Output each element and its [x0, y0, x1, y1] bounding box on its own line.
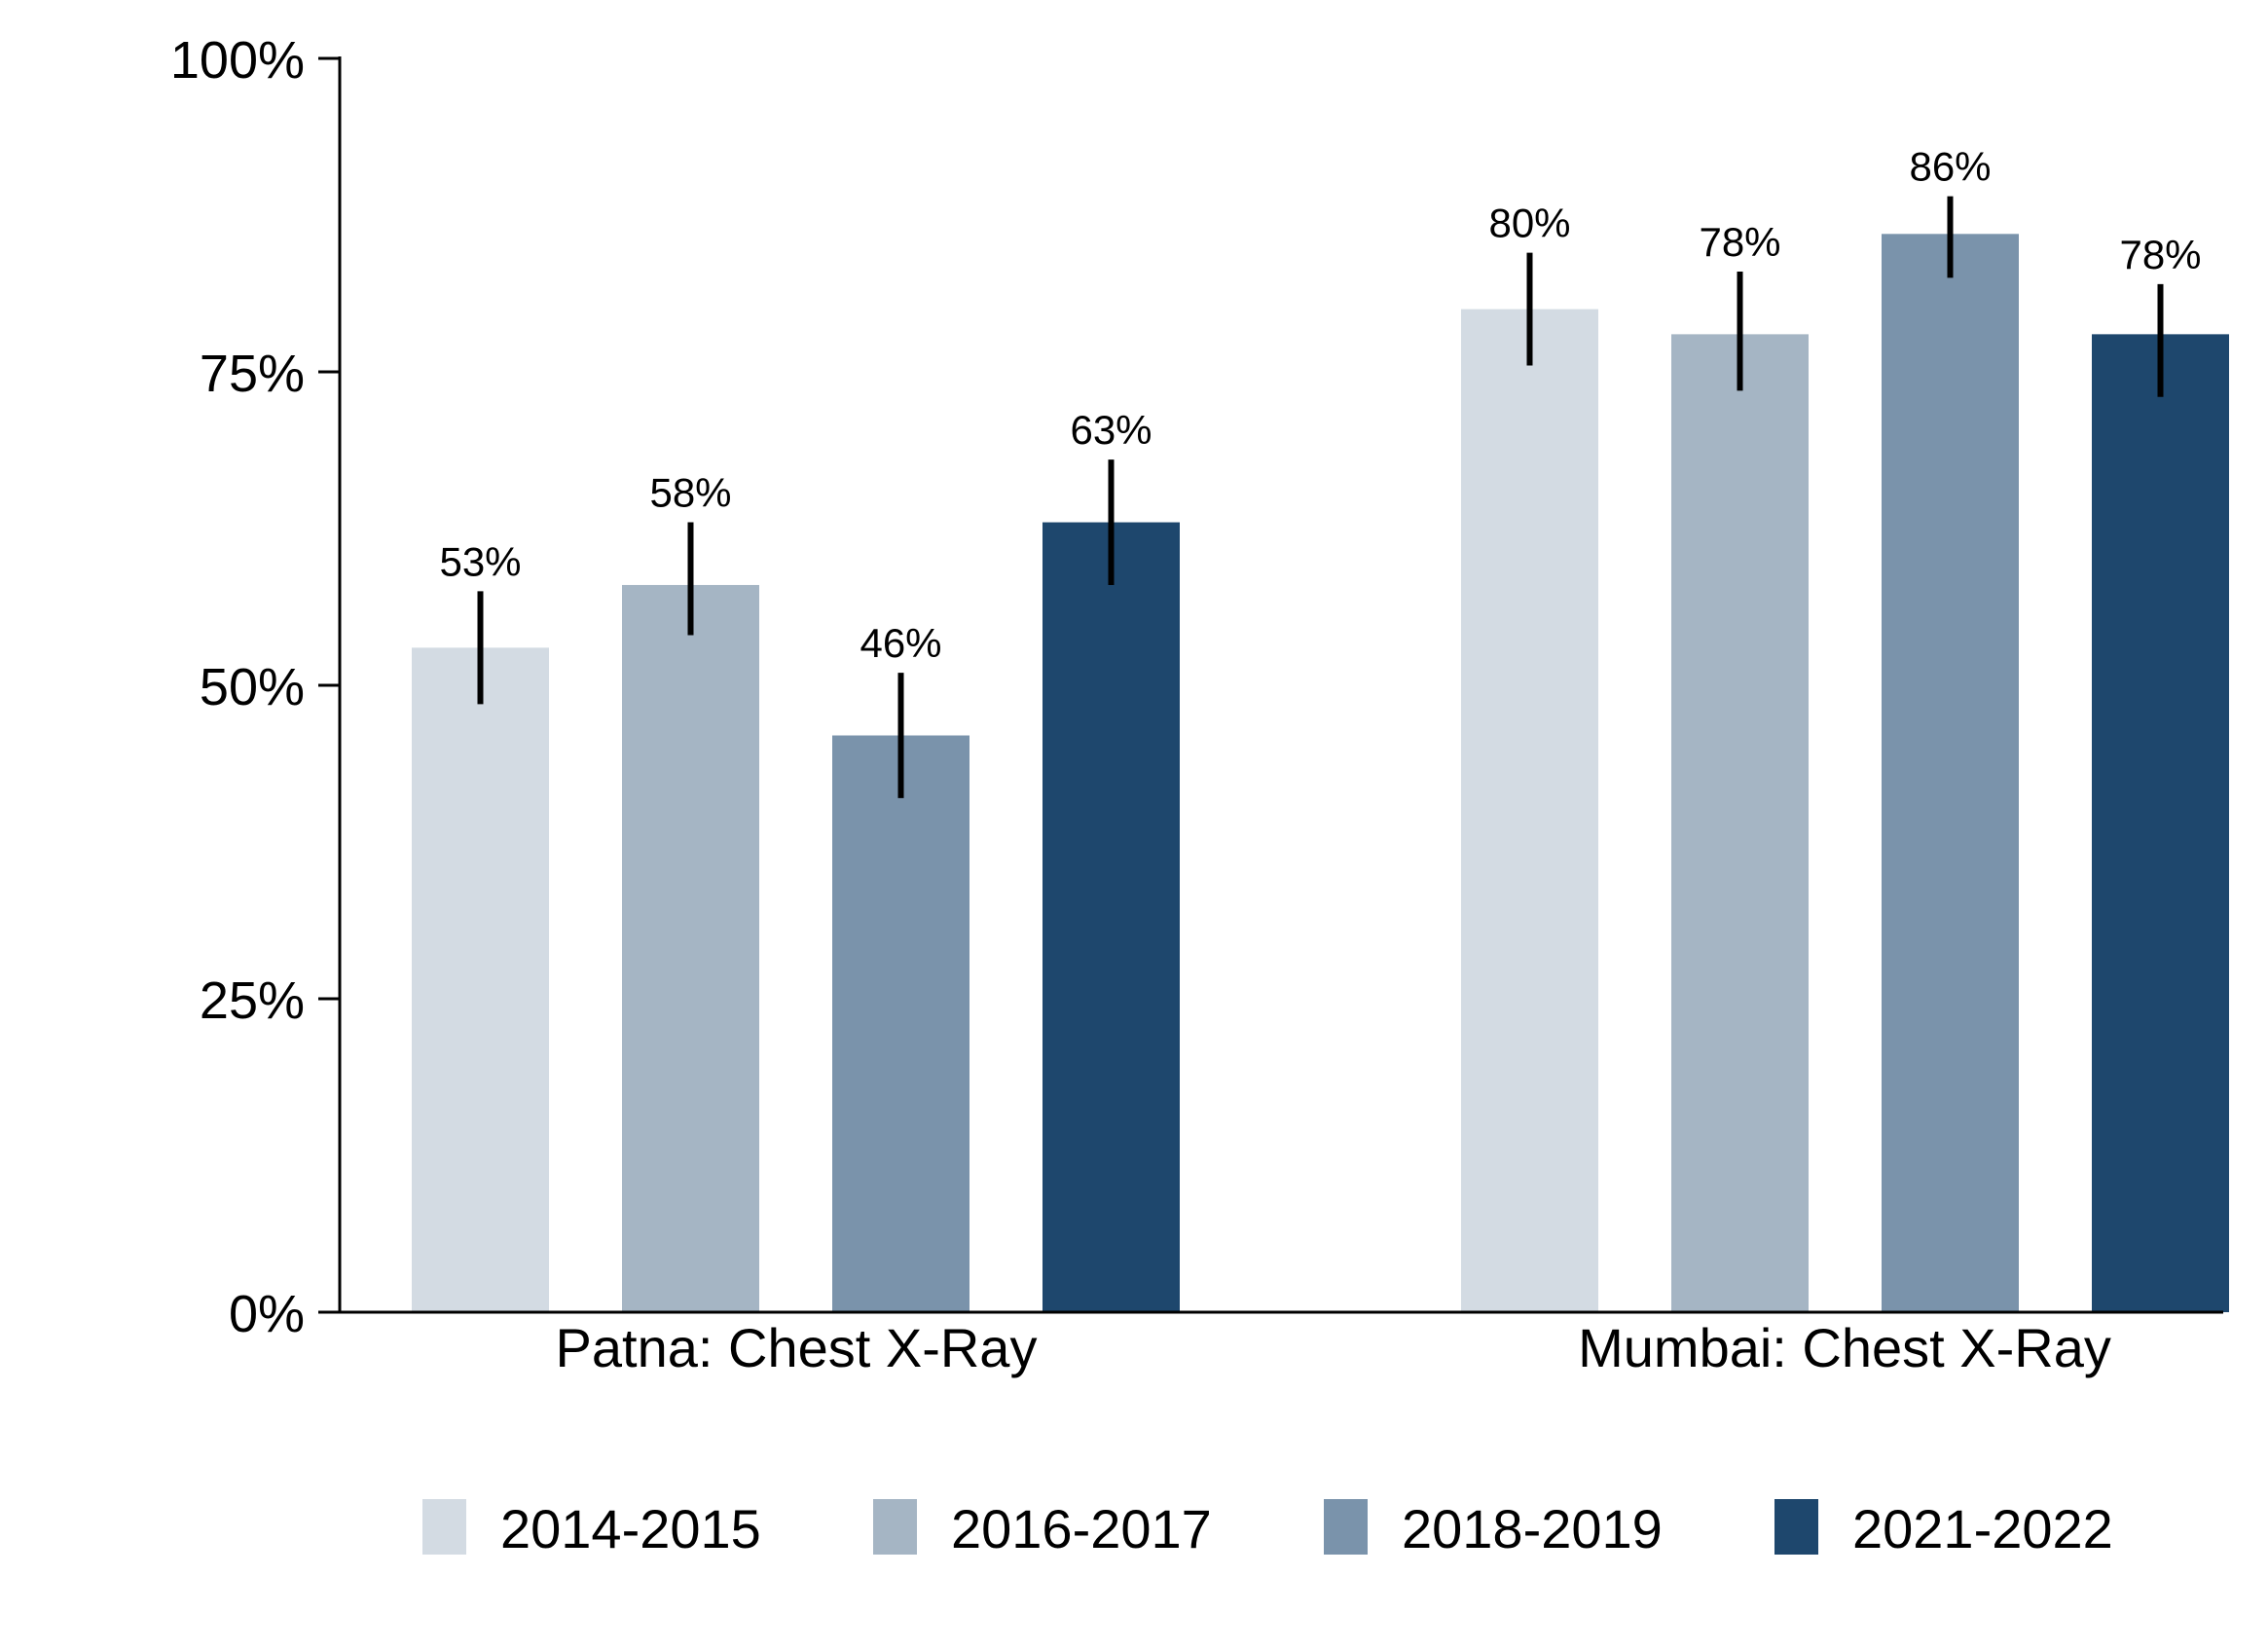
data-label: 78%	[1699, 219, 1780, 265]
x-category-label: Mumbai: Chest X-Ray	[1578, 1317, 2111, 1378]
data-label: 63%	[1070, 407, 1152, 453]
bars-layer	[412, 234, 2229, 1313]
data-label: 46%	[860, 620, 941, 666]
bar	[1043, 522, 1180, 1312]
legend-swatch	[422, 1499, 466, 1555]
bar	[622, 584, 759, 1312]
legend-swatch	[873, 1499, 917, 1555]
y-tick-label: 50%	[200, 658, 305, 716]
y-tick-label: 75%	[200, 345, 305, 403]
data-labels-layer: 53% 58% 46% 63% 80% 78% 86% 78%	[439, 144, 2201, 666]
bar	[1671, 334, 1809, 1312]
axes-layer: 0% 25% 50% 75% 100% Patna: Chest X-Ray Mumbai:…	[170, 31, 2223, 1378]
data-label: 53%	[439, 538, 521, 584]
legend-label: 2021-2022	[1852, 1498, 2113, 1559]
legend-swatch	[1774, 1499, 1818, 1555]
data-label: 80%	[1488, 201, 1570, 246]
data-label: 78%	[2119, 232, 2201, 277]
legend-label: 2014-2015	[500, 1498, 761, 1559]
legend-swatch	[1324, 1499, 1368, 1555]
bar	[2092, 334, 2229, 1312]
y-tick-label: 100%	[170, 31, 305, 90]
bar	[1461, 309, 1598, 1313]
y-tick-label: 0%	[229, 1285, 305, 1343]
data-label: 58%	[649, 470, 731, 516]
bar	[832, 735, 969, 1312]
legend-label: 2018-2019	[1402, 1498, 1663, 1559]
bar	[1882, 234, 2019, 1312]
legend-label: 2016-2017	[951, 1498, 1212, 1559]
x-category-label: Patna: Chest X-Ray	[556, 1317, 1038, 1378]
data-label: 86%	[1909, 144, 1991, 190]
y-tick-label: 25%	[200, 971, 305, 1030]
bar	[412, 647, 549, 1312]
error-bars-layer	[477, 196, 2164, 798]
legend: 2014-2015 2016-2017 2018-2019 2021-2022	[422, 1498, 2113, 1559]
